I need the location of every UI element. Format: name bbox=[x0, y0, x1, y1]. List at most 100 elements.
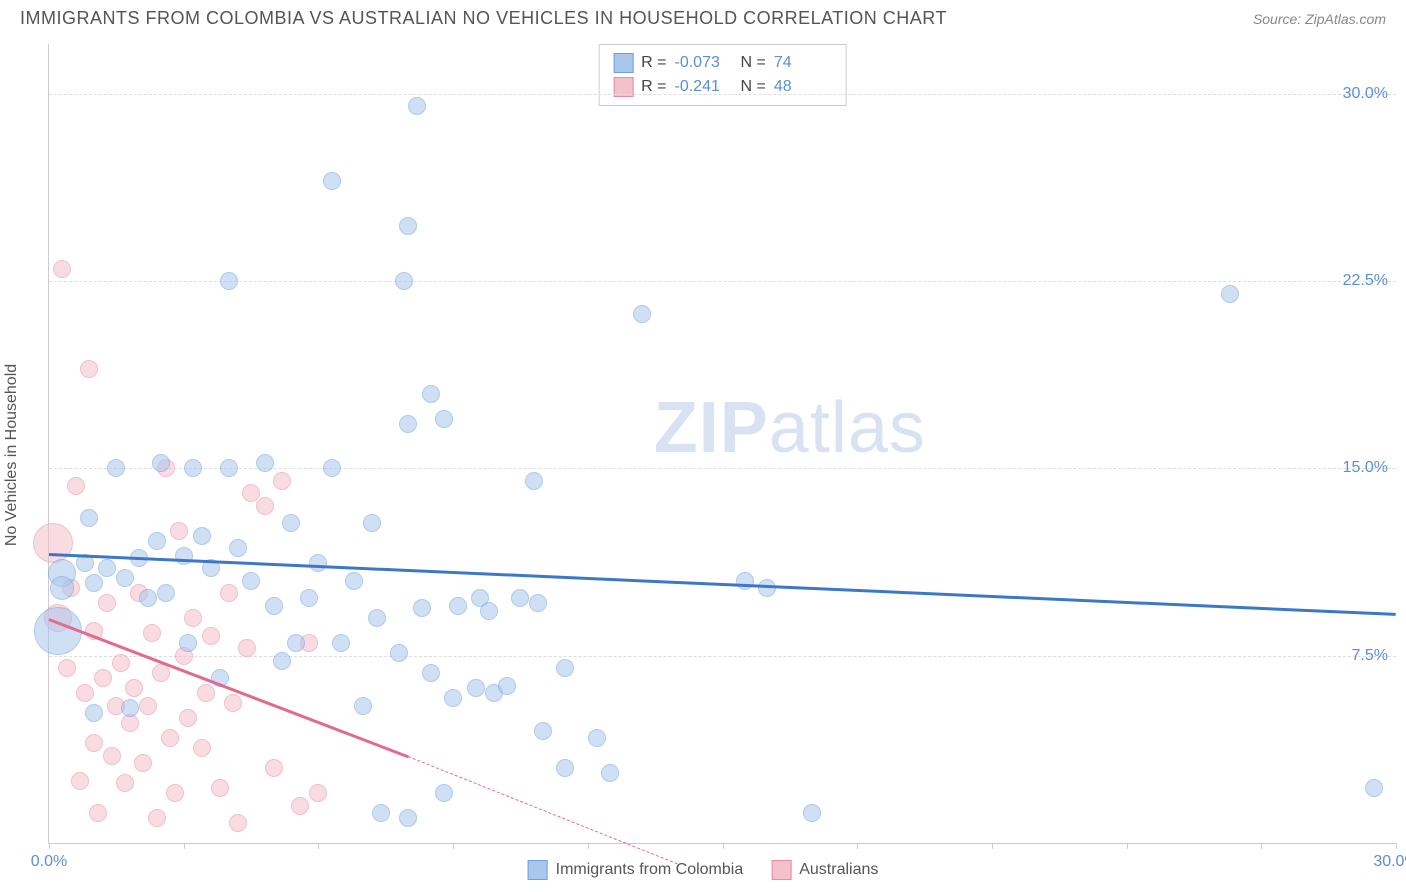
legend-item-label: Australians bbox=[799, 861, 878, 879]
data-point bbox=[282, 514, 300, 532]
data-point bbox=[224, 694, 242, 712]
legend-n-label: N = bbox=[741, 75, 766, 99]
data-point bbox=[58, 659, 76, 677]
data-point bbox=[179, 709, 197, 727]
legend-r-label: R = bbox=[641, 75, 666, 99]
data-point bbox=[98, 594, 116, 612]
data-point bbox=[300, 589, 318, 607]
x-tick bbox=[1261, 843, 1262, 849]
data-point bbox=[413, 599, 431, 617]
data-point bbox=[291, 797, 309, 815]
data-point bbox=[480, 602, 498, 620]
data-point bbox=[323, 172, 341, 190]
data-point bbox=[148, 809, 166, 827]
data-point bbox=[422, 664, 440, 682]
data-point bbox=[265, 597, 283, 615]
data-point bbox=[556, 759, 574, 777]
data-point bbox=[33, 523, 73, 563]
data-point bbox=[332, 634, 350, 652]
data-point bbox=[143, 624, 161, 642]
data-point bbox=[525, 472, 543, 490]
data-point bbox=[80, 509, 98, 527]
trend-line bbox=[408, 756, 678, 864]
data-point bbox=[148, 532, 166, 550]
legend-n-value: 74 bbox=[774, 51, 832, 75]
data-point bbox=[372, 804, 390, 822]
data-point bbox=[399, 415, 417, 433]
data-point bbox=[179, 634, 197, 652]
data-point bbox=[399, 217, 417, 235]
data-point bbox=[242, 572, 260, 590]
data-point bbox=[435, 784, 453, 802]
gridline bbox=[49, 281, 1396, 282]
legend-r-value: -0.241 bbox=[675, 75, 733, 99]
data-point bbox=[85, 704, 103, 722]
x-tick bbox=[992, 843, 993, 849]
data-point bbox=[157, 584, 175, 602]
data-point bbox=[89, 804, 107, 822]
data-point bbox=[139, 697, 157, 715]
legend-r-value: -0.073 bbox=[675, 51, 733, 75]
data-point bbox=[121, 699, 139, 717]
data-point bbox=[1365, 779, 1383, 797]
data-point bbox=[363, 514, 381, 532]
data-point bbox=[556, 659, 574, 677]
data-point bbox=[53, 260, 71, 278]
data-point bbox=[633, 305, 651, 323]
data-point bbox=[229, 814, 247, 832]
data-point bbox=[498, 677, 516, 695]
data-point bbox=[193, 739, 211, 757]
data-point bbox=[354, 697, 372, 715]
data-point bbox=[273, 472, 291, 490]
data-point bbox=[94, 669, 112, 687]
x-tick-label: 0.0% bbox=[31, 853, 67, 871]
data-point bbox=[112, 654, 130, 672]
data-point bbox=[139, 589, 157, 607]
gridline bbox=[49, 94, 1396, 95]
data-point bbox=[529, 594, 547, 612]
data-point bbox=[134, 754, 152, 772]
legend-item-series-0: Immigrants from Colombia bbox=[528, 860, 744, 880]
y-tick-label: 7.5% bbox=[1352, 647, 1388, 665]
data-point bbox=[193, 527, 211, 545]
data-point bbox=[256, 497, 274, 515]
trend-line bbox=[49, 618, 409, 758]
data-point bbox=[220, 272, 238, 290]
data-point bbox=[175, 547, 193, 565]
data-point bbox=[256, 454, 274, 472]
data-point bbox=[309, 554, 327, 572]
data-point bbox=[166, 784, 184, 802]
data-point bbox=[408, 97, 426, 115]
scatter-chart: ZIPatlas R = -0.073 N = 74 R = -0.241 N … bbox=[48, 44, 1396, 844]
data-point bbox=[152, 664, 170, 682]
y-axis-label: No Vehicles in Household bbox=[3, 364, 21, 546]
data-point bbox=[71, 772, 89, 790]
data-point bbox=[467, 679, 485, 697]
legend-n-label: N = bbox=[741, 51, 766, 75]
data-point bbox=[125, 679, 143, 697]
data-point bbox=[85, 574, 103, 592]
chart-title: IMMIGRANTS FROM COLOMBIA VS AUSTRALIAN N… bbox=[20, 8, 947, 29]
y-tick-label: 15.0% bbox=[1343, 459, 1388, 477]
header: IMMIGRANTS FROM COLOMBIA VS AUSTRALIAN N… bbox=[0, 0, 1406, 35]
x-tick bbox=[588, 843, 589, 849]
data-point bbox=[390, 644, 408, 662]
data-point bbox=[80, 360, 98, 378]
data-point bbox=[116, 774, 134, 792]
source-prefix: Source: bbox=[1253, 11, 1305, 27]
data-point bbox=[309, 784, 327, 802]
x-tick bbox=[1127, 843, 1128, 849]
data-point bbox=[229, 539, 247, 557]
y-tick-label: 22.5% bbox=[1343, 272, 1388, 290]
data-point bbox=[238, 639, 256, 657]
legend-swatch-icon bbox=[528, 860, 548, 880]
data-point bbox=[211, 779, 229, 797]
legend-row-series-0: R = -0.073 N = 74 bbox=[613, 51, 832, 75]
data-point bbox=[220, 584, 238, 602]
data-point bbox=[103, 747, 121, 765]
data-point bbox=[534, 722, 552, 740]
data-point bbox=[202, 627, 220, 645]
legend-n-value: 48 bbox=[774, 75, 832, 99]
data-point bbox=[67, 477, 85, 495]
data-point bbox=[273, 652, 291, 670]
